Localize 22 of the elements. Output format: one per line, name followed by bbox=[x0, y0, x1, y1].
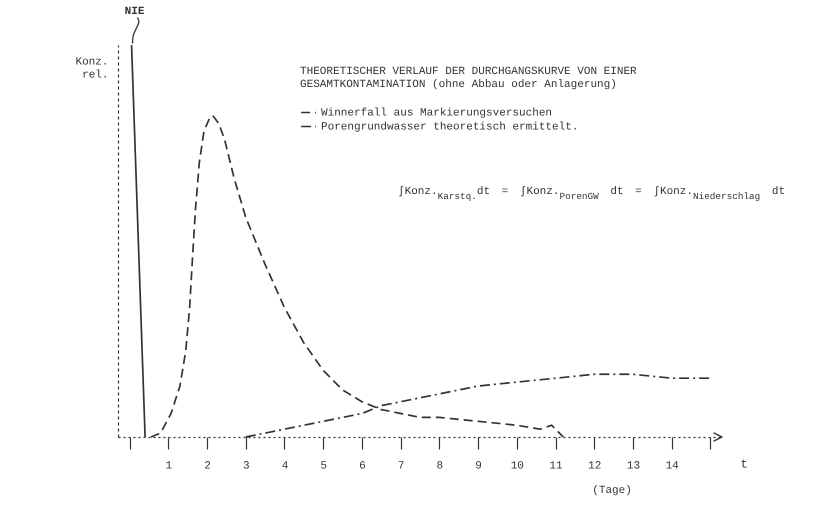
x-tick-label: 3 bbox=[242, 460, 250, 472]
x-tick-label: 2 bbox=[204, 460, 211, 472]
legend-label: Porengrundwasser theoretisch ermittelt. bbox=[321, 122, 578, 134]
y-axis-title: Konz. rel. bbox=[75, 56, 108, 82]
x-axis-title: t bbox=[740, 458, 748, 472]
text: ∫Konz.$_{Karstq.}$dt = ∫Konz.$_{PorenGW}$ dt = ∫Konz.$_{Niederschlag}$ dt bbox=[398, 186, 786, 202]
x-tick-label: 6 bbox=[359, 460, 366, 472]
x-tick-label: 12 bbox=[588, 460, 602, 472]
x-tick-label: 8 bbox=[436, 460, 444, 472]
x-tick-label: 9 bbox=[475, 460, 482, 472]
x-tick-label: 10 bbox=[510, 460, 524, 472]
x-tick-label: 11 bbox=[549, 460, 564, 472]
x-tick-label: 13 bbox=[626, 460, 640, 472]
legend-label: Winnerfall aus Markierungsversuchen bbox=[321, 108, 552, 120]
x-tick-label: 14 bbox=[666, 460, 680, 472]
text: THEORETISCHER VERLAUF DER DURCHGANGSKURVE VON EINER GESAMTKONTAMINATION (ohne Abbau oder Anlagerung) bbox=[300, 66, 638, 91]
text: (Tage) bbox=[592, 485, 632, 498]
x-tick-label: 1 bbox=[166, 460, 173, 472]
x-tick-label: 5 bbox=[320, 460, 328, 472]
x-tick-label: 4 bbox=[282, 460, 289, 472]
x-tick-label: 7 bbox=[398, 460, 404, 472]
text: NIE bbox=[124, 6, 145, 18]
